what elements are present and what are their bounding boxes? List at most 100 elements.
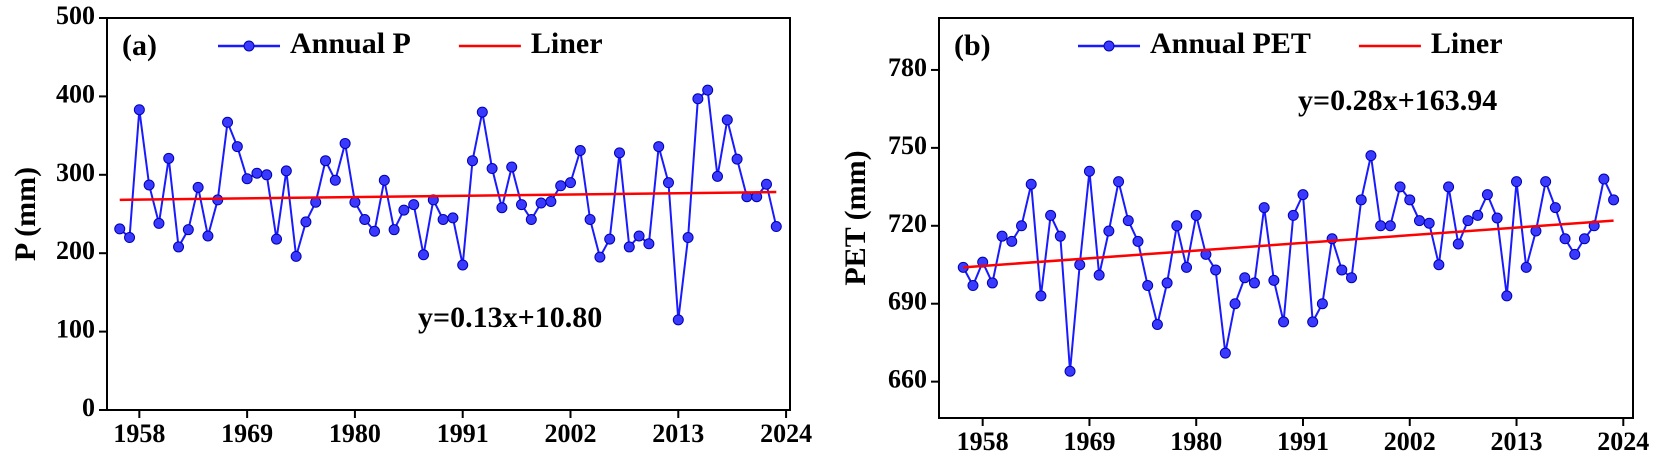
marker: [241, 173, 253, 185]
plot-frame: [106, 17, 791, 411]
y-tick-label: 400: [56, 79, 95, 108]
marker: [1452, 238, 1464, 250]
x-tick-label: 1991: [437, 419, 489, 448]
x-tick-label: 2013: [652, 419, 704, 448]
marker: [1549, 202, 1561, 214]
legend-marker: [1103, 40, 1115, 52]
marker: [545, 195, 557, 207]
marker: [1035, 290, 1047, 302]
marker: [1006, 235, 1018, 247]
y-tick-label: 720: [888, 209, 927, 238]
marker: [1472, 209, 1484, 221]
x-tick-label: 2002: [544, 419, 596, 448]
marker: [1423, 217, 1435, 229]
marker: [271, 233, 283, 245]
marker: [604, 233, 616, 245]
marker: [349, 196, 361, 208]
y-tick-label: 0: [82, 393, 95, 422]
marker: [369, 225, 381, 237]
marker: [986, 277, 998, 289]
legend-marker: [243, 40, 255, 52]
marker: [231, 141, 243, 153]
marker: [222, 116, 234, 128]
marker: [1511, 176, 1523, 188]
marker: [1239, 272, 1251, 284]
marker: [1578, 233, 1590, 245]
marker: [623, 241, 635, 253]
legend-label: Liner: [1431, 27, 1503, 60]
marker: [731, 153, 743, 165]
marker: [1481, 189, 1493, 201]
marker: [467, 155, 479, 167]
marker: [124, 232, 136, 244]
marker: [1569, 248, 1581, 260]
legend-label: Liner: [531, 27, 603, 60]
marker: [251, 167, 263, 179]
marker: [1297, 189, 1309, 201]
marker: [1540, 176, 1552, 188]
marker: [457, 259, 469, 271]
marker: [1520, 261, 1532, 273]
marker: [594, 251, 606, 263]
y-tick-label: 750: [888, 131, 927, 160]
marker: [1501, 290, 1513, 302]
marker: [1171, 220, 1183, 232]
marker: [506, 161, 518, 173]
y-axis-label: PET (mm): [839, 150, 872, 285]
marker: [1433, 259, 1445, 271]
marker: [535, 197, 547, 209]
marker: [300, 216, 312, 228]
marker: [996, 230, 1008, 242]
marker: [1598, 173, 1610, 185]
marker: [1394, 181, 1406, 193]
marker: [516, 199, 528, 211]
marker: [1054, 230, 1066, 242]
marker: [280, 165, 292, 177]
marker: [1268, 274, 1280, 286]
annotation: y=0.28x+163.94: [1298, 84, 1497, 117]
y-tick-label: 200: [56, 236, 95, 265]
marker: [662, 177, 674, 189]
series-line: [963, 219, 1614, 269]
marker: [359, 213, 371, 225]
marker: [1365, 150, 1377, 162]
x-tick-label: 1969: [1063, 427, 1115, 451]
marker: [1219, 347, 1231, 359]
marker: [339, 137, 351, 149]
panel-label: (b): [954, 29, 991, 62]
marker: [1045, 209, 1057, 221]
marker: [1093, 269, 1105, 281]
marker: [1413, 215, 1425, 227]
legend-label: Annual P: [290, 27, 411, 60]
marker: [496, 202, 508, 214]
marker: [476, 106, 488, 118]
marker: [1443, 181, 1455, 193]
marker: [1462, 215, 1474, 227]
marker: [1559, 233, 1571, 245]
y-axis-label: P (mm): [9, 167, 42, 261]
x-tick-label: 2002: [1384, 427, 1436, 451]
annotation: y=0.13x+10.80: [418, 301, 602, 334]
marker: [133, 104, 145, 116]
marker: [182, 224, 194, 236]
marker: [1229, 298, 1241, 310]
legend-label: Annual PET: [1150, 27, 1311, 60]
marker: [329, 174, 341, 186]
marker: [1375, 220, 1387, 232]
y-tick-label: 660: [888, 365, 927, 394]
marker: [447, 212, 459, 224]
marker: [1355, 194, 1367, 206]
marker: [388, 224, 400, 236]
marker: [320, 155, 332, 167]
marker: [1384, 220, 1396, 232]
x-tick-label: 1991: [1277, 427, 1329, 451]
marker: [378, 174, 390, 186]
marker: [672, 314, 684, 326]
marker: [1074, 259, 1086, 271]
marker: [1210, 264, 1222, 276]
x-tick-label: 2013: [1491, 427, 1543, 451]
marker: [1016, 220, 1028, 232]
marker: [1181, 261, 1193, 273]
marker: [192, 181, 204, 193]
